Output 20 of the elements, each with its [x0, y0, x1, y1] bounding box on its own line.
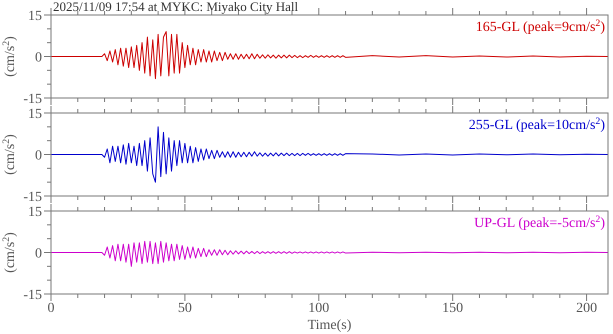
- y-tick-label: 15: [28, 9, 42, 24]
- x-tick-label: 50: [178, 301, 192, 316]
- y-tick-label: -15: [23, 190, 42, 205]
- x-tick-label: 150: [442, 301, 464, 316]
- x-tick-label: 0: [48, 301, 54, 316]
- x-axis-title: Time(s): [308, 318, 352, 333]
- y-tick-label: -15: [23, 92, 42, 107]
- x-tick-label: 100: [308, 301, 330, 316]
- y-tick-label: 15: [28, 107, 42, 122]
- line-series: [50, 240, 608, 267]
- x-tick-label: 200: [576, 301, 598, 316]
- y-tick-label: 0: [35, 50, 42, 66]
- series-label: 165-GL (peak=9cm/s$^{2}$): [476, 18, 606, 35]
- series-label: UP-GL (peak=-5cm/s$^{2}$): [474, 214, 606, 231]
- y-tick-label: 15: [28, 205, 42, 220]
- y-tick-label: 0: [35, 246, 42, 262]
- y-tick-label: 0: [35, 148, 42, 164]
- y-tick-label: -15: [23, 288, 42, 303]
- chart-title: 2025/11/09 17:54 at MYKC: Miyako City Hall: [53, 0, 298, 14]
- series-label: 255-GL (peak=10cm/s$^{2}$): [468, 116, 606, 133]
